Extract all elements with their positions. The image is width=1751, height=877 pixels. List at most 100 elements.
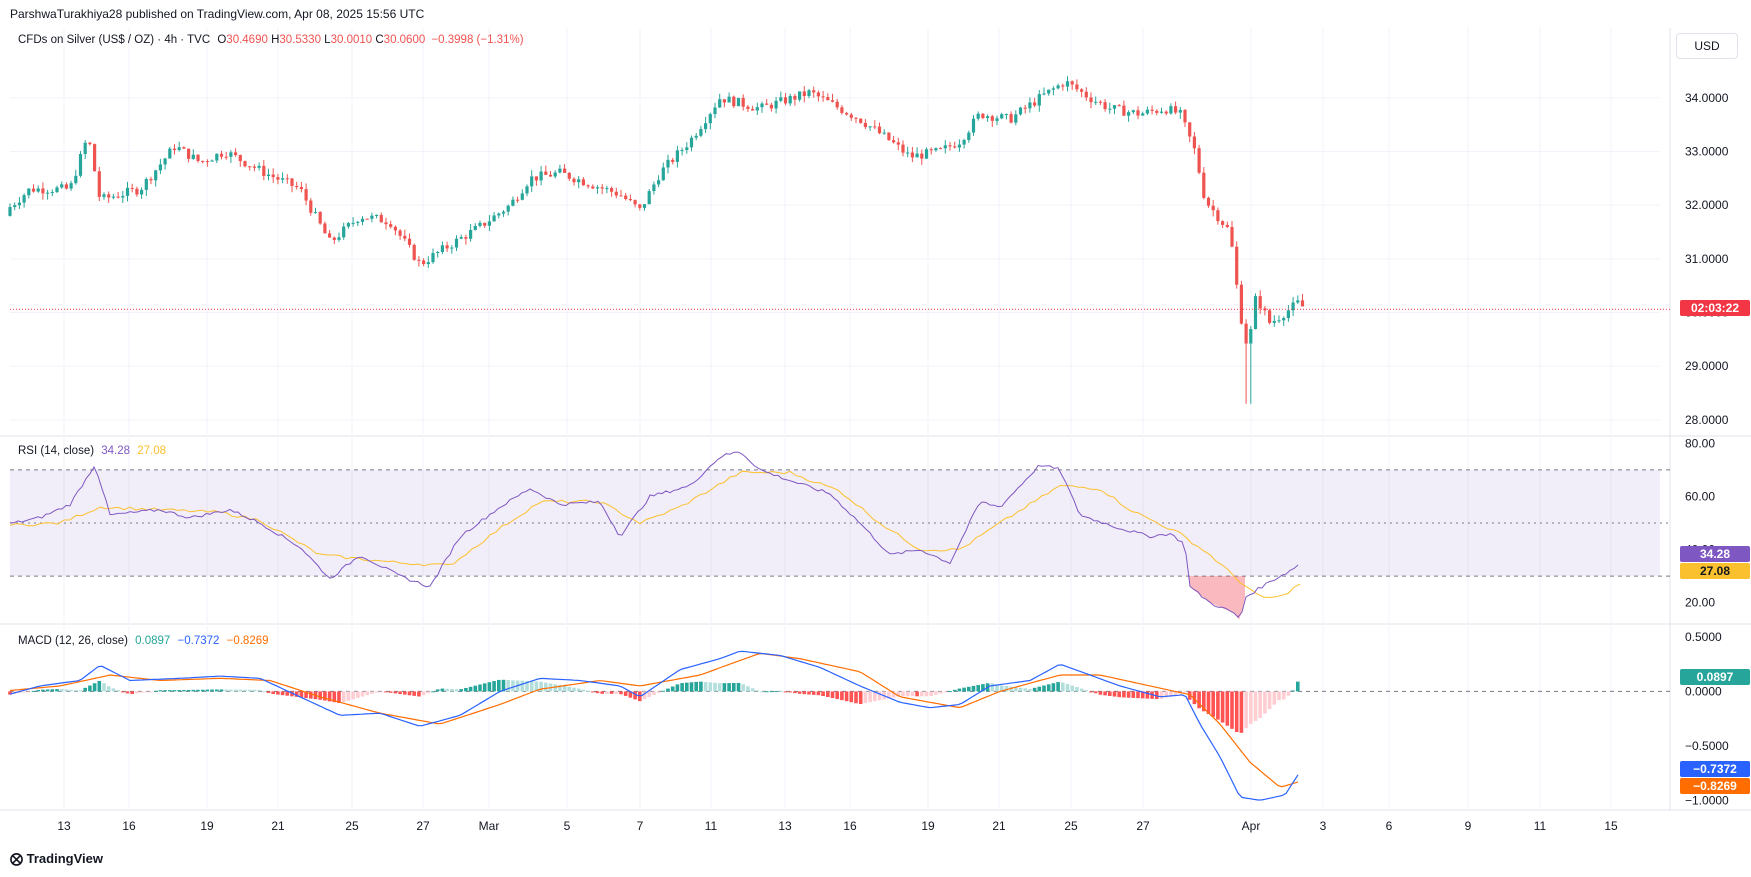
candle-body bbox=[83, 142, 87, 155]
currency-button[interactable]: USD bbox=[1676, 33, 1738, 59]
candle-body bbox=[727, 96, 731, 103]
candle-body bbox=[577, 179, 581, 183]
candle-body bbox=[102, 194, 106, 197]
macd-histogram-bar bbox=[492, 681, 496, 692]
candle-body bbox=[1000, 114, 1004, 119]
x-tick-label: 16 bbox=[843, 819, 857, 833]
candle-body bbox=[501, 211, 506, 214]
candle-body bbox=[130, 187, 134, 189]
macd-histogram-bar bbox=[1089, 691, 1093, 693]
candle-body bbox=[1239, 284, 1243, 324]
macd-histogram-bar bbox=[191, 689, 196, 692]
macd-histogram-bar bbox=[22, 691, 26, 693]
symbol-title[interactable]: CFDs on Silver (US$ / OZ) · 4h · TVC bbox=[18, 34, 211, 46]
macd-histogram-bar bbox=[280, 691, 285, 696]
change-value: −0.3998 (−1.31%) bbox=[431, 34, 524, 46]
macd-title[interactable]: MACD (12, 26, close) bbox=[18, 635, 128, 647]
x-tick-label: 7 bbox=[637, 819, 644, 833]
macd-histogram-bar bbox=[271, 691, 275, 694]
macd-line-value: −0.7372 bbox=[177, 635, 220, 647]
candle-body bbox=[304, 189, 308, 201]
candle-body bbox=[1108, 108, 1112, 110]
macd-histogram-bar bbox=[1206, 691, 1211, 715]
macd-histogram-bar bbox=[92, 683, 97, 692]
candle-body bbox=[1206, 197, 1211, 206]
macd-histogram-bar bbox=[891, 691, 896, 698]
y-tick-label: 31.0000 bbox=[1685, 252, 1729, 266]
macd-histogram-bar bbox=[78, 690, 83, 692]
macd-histogram-bar bbox=[1122, 691, 1126, 698]
macd-histogram-bar bbox=[553, 684, 557, 692]
macd-histogram-bar bbox=[219, 689, 224, 692]
rsi-line bbox=[10, 451, 1299, 618]
macd-histogram-bar bbox=[153, 690, 158, 692]
candle-body bbox=[332, 237, 336, 240]
candle-body bbox=[713, 107, 717, 115]
candle-body bbox=[943, 145, 947, 149]
candle-body bbox=[450, 247, 454, 249]
candle-body bbox=[248, 166, 252, 168]
macd-histogram-bar bbox=[999, 685, 1004, 692]
candle-body bbox=[567, 172, 571, 179]
macd-histogram-bar bbox=[262, 691, 266, 693]
macd-histogram-bar bbox=[694, 681, 698, 692]
macd-histogram-bar bbox=[1253, 691, 1258, 721]
candle-body bbox=[1014, 114, 1018, 123]
y-tick-label: 29.0000 bbox=[1685, 359, 1729, 373]
candle-body bbox=[901, 144, 905, 153]
candle-body bbox=[154, 170, 158, 181]
macd-histogram-bar bbox=[1272, 691, 1277, 705]
candle-body bbox=[1047, 89, 1051, 94]
candle-body bbox=[774, 100, 778, 109]
macd-histogram-bar bbox=[680, 683, 684, 692]
candle-body bbox=[97, 171, 101, 197]
low-value: 30.0010 bbox=[330, 34, 373, 46]
candle-body bbox=[920, 153, 924, 159]
tradingview-logo[interactable]: ⨂ TradingView bbox=[10, 851, 103, 867]
macd-histogram-bar bbox=[149, 691, 153, 693]
candle-body bbox=[511, 199, 515, 206]
candle-body bbox=[50, 192, 54, 194]
candle-body bbox=[1197, 148, 1201, 173]
candle-body bbox=[1023, 107, 1027, 109]
candle-body bbox=[873, 126, 877, 128]
macd-histogram-bar bbox=[722, 683, 727, 692]
macd-histogram-bar bbox=[412, 691, 416, 696]
macd-histogram-bar bbox=[858, 691, 863, 705]
candle-body bbox=[661, 167, 665, 181]
candle-body bbox=[910, 152, 914, 158]
rsi-y-tick-label: 80.00 bbox=[1685, 436, 1715, 450]
brand-text: TradingView bbox=[26, 851, 103, 866]
macd-histogram-bar bbox=[506, 680, 510, 692]
main-legend: CFDs on Silver (US$ / OZ) · 4h · TVC O30… bbox=[18, 34, 524, 46]
macd-histogram-bar bbox=[755, 690, 760, 692]
candle-body bbox=[1004, 114, 1008, 116]
candle-body bbox=[182, 147, 186, 149]
candle-body bbox=[360, 218, 365, 222]
macd-histogram-bar bbox=[1093, 691, 1098, 694]
candle-body bbox=[64, 184, 68, 189]
macd-histogram-bar bbox=[647, 691, 651, 698]
candle-body bbox=[1188, 122, 1192, 137]
rsi-title[interactable]: RSI (14, close) bbox=[18, 445, 95, 457]
candle-body bbox=[1296, 300, 1300, 303]
candle-body bbox=[271, 174, 275, 178]
macd-histogram-bar bbox=[868, 691, 872, 703]
candle-body bbox=[464, 237, 468, 239]
candle-body bbox=[365, 218, 369, 220]
candle-body bbox=[215, 153, 219, 161]
macd-histogram-bar bbox=[374, 691, 379, 693]
candle-body bbox=[46, 192, 50, 194]
rsi-ma-value: 27.08 bbox=[137, 445, 167, 457]
candle-body bbox=[93, 144, 97, 172]
close-value: 30.0600 bbox=[383, 34, 426, 46]
candle-body bbox=[887, 132, 891, 141]
macd-histogram-bar bbox=[158, 690, 163, 692]
candle-body bbox=[1211, 205, 1215, 211]
macd-histogram-bar bbox=[764, 691, 769, 693]
candle-body bbox=[398, 230, 402, 236]
candle-body bbox=[1221, 221, 1225, 225]
macd-histogram-bar bbox=[27, 691, 31, 693]
macd-histogram-bar bbox=[17, 691, 22, 694]
